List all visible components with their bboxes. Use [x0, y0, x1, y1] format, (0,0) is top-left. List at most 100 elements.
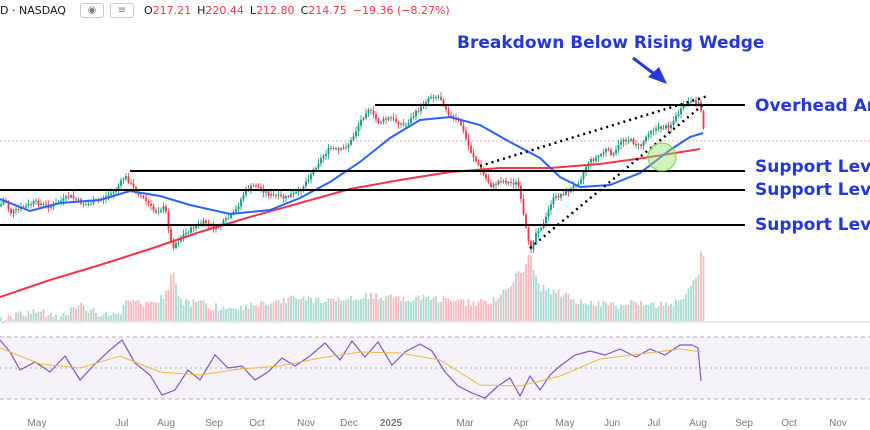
- candle-body: [155, 210, 157, 213]
- candle-body: [172, 241, 175, 249]
- symbol-label[interactable]: D · NASDAQ: [0, 3, 66, 17]
- candle-body: [470, 145, 472, 153]
- volume-bar: [580, 299, 582, 321]
- volume-bar: [415, 297, 417, 321]
- volume-bar: [262, 301, 265, 321]
- candle-body: [437, 96, 440, 98]
- volume-bar: [240, 305, 242, 321]
- ohlc-high: H220.44: [197, 3, 244, 17]
- volume-bar: [467, 299, 470, 321]
- x-tick-label: Nov: [297, 418, 315, 429]
- candle-body: [632, 139, 635, 144]
- volume-bar: [237, 310, 240, 321]
- volume-bar: [490, 303, 492, 321]
- candle-body: [467, 138, 470, 146]
- volume-bar: [562, 294, 565, 321]
- candle-body: [340, 148, 342, 150]
- volume-bar: [637, 305, 640, 321]
- candle-body: [107, 194, 110, 197]
- volume-bar: [545, 290, 547, 321]
- volume-bar: [552, 289, 555, 321]
- volume-bar: [242, 310, 245, 321]
- volume-bar: [540, 291, 542, 321]
- candle-body: [380, 121, 382, 123]
- candle-body: [72, 195, 75, 199]
- candle-body: [185, 232, 187, 235]
- candle-body: [377, 119, 380, 123]
- candle-body: [677, 114, 680, 116]
- volume-bar: [315, 298, 317, 321]
- volume-bar: [622, 305, 625, 321]
- candle-body: [517, 181, 520, 186]
- volume-bar: [12, 319, 15, 321]
- volume-bar: [417, 295, 420, 321]
- candle-body: [307, 179, 310, 182]
- volume-bar: [397, 295, 400, 321]
- candle-body: [562, 194, 565, 195]
- volume-bar: [400, 300, 402, 321]
- candle-body: [372, 110, 375, 115]
- candle-body: [255, 185, 257, 187]
- candle-body: [37, 200, 40, 205]
- support-level-label-3: Support Leve: [755, 215, 870, 235]
- volume-bar: [235, 308, 237, 321]
- candle-body: [337, 148, 340, 150]
- candle-body: [690, 101, 692, 103]
- volume-bar: [652, 302, 655, 321]
- volume-bar: [510, 286, 512, 321]
- candle-body: [365, 113, 367, 118]
- candle-body: [325, 154, 327, 157]
- candle-body: [687, 102, 690, 106]
- candle-body: [67, 196, 70, 198]
- volume-bar: [582, 303, 585, 321]
- volume-bar: [7, 314, 10, 321]
- candle-body: [397, 121, 400, 125]
- volume-bar: [630, 300, 632, 321]
- candle-body: [375, 114, 377, 120]
- volume-bar: [657, 306, 660, 321]
- candle-body: [567, 190, 570, 193]
- volume-bar: [335, 300, 337, 321]
- visibility-icon[interactable]: ◉: [79, 2, 104, 18]
- volume-bar: [620, 304, 622, 321]
- volume-bar: [77, 305, 80, 321]
- volume-bar: [412, 300, 415, 321]
- candle-body: [207, 223, 210, 225]
- volume-bar: [475, 305, 477, 321]
- volume-bar: [457, 299, 460, 321]
- volume-bar: [320, 302, 322, 321]
- candle-body: [482, 170, 485, 175]
- volume-bar: [260, 301, 262, 321]
- volume-bar: [392, 297, 395, 321]
- volume-bar: [150, 301, 152, 321]
- candle-body: [160, 210, 162, 212]
- volume-bar: [85, 310, 87, 321]
- volume-bar: [22, 315, 25, 321]
- volume-bar: [160, 295, 162, 321]
- volume-bar: [322, 302, 325, 321]
- volume-bar: [530, 256, 532, 321]
- candle-body: [407, 122, 410, 125]
- candle-body: [520, 185, 522, 200]
- volume-bar: [0, 317, 2, 321]
- volume-bar: [300, 299, 302, 321]
- volume-bar: [72, 307, 75, 321]
- candle-body: [557, 196, 560, 198]
- candle-body: [627, 140, 630, 142]
- volume-bar: [605, 302, 607, 321]
- volume-bar: [325, 301, 327, 321]
- candle-body: [525, 214, 527, 228]
- candle-body: [370, 109, 372, 111]
- candle-body: [50, 206, 52, 209]
- volume-bar: [492, 297, 495, 321]
- candle-body: [40, 203, 42, 205]
- volume-bar: [220, 309, 222, 321]
- volume-bar: [695, 277, 697, 321]
- volume-bar: [60, 315, 62, 321]
- wedge-upper-trendline: [479, 94, 709, 168]
- candle-body: [277, 194, 280, 196]
- candle-body: [35, 200, 37, 202]
- settings-icon[interactable]: ≡: [109, 2, 134, 18]
- volume-bar: [587, 304, 590, 321]
